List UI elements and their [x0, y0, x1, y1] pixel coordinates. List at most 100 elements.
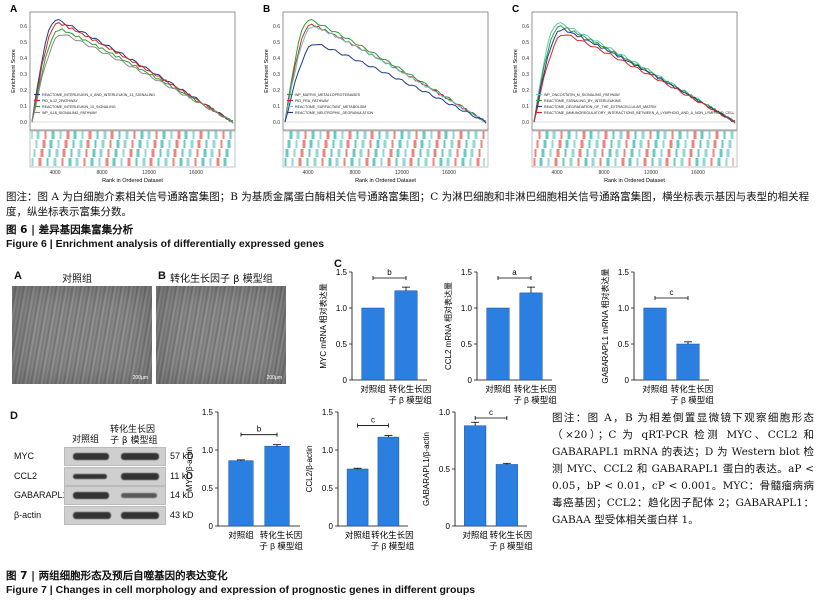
category-label: 转化生长因 [514, 384, 557, 394]
y-axis-label: Enrichment Score [513, 49, 519, 93]
figure-7-caption: 图注：图 A，B 为相差倒置显微镜下观察细胞形态（×20）；C 为 qRT-PC… [552, 412, 814, 526]
panel-letter: A [10, 4, 17, 15]
blot-kd-label: 43 kD [170, 510, 194, 520]
legend-entry: REACTOME_IMMUNOREGULATORY_INTERACTIONS_B… [544, 111, 735, 115]
sig-label: b [387, 268, 392, 277]
micrograph-control: 200μm [12, 286, 152, 384]
category-label: 子 β 模型组 [371, 541, 415, 551]
gsea-panels: A 0.6 0.5 0.4 0.3 0.2 0.1 0.0 Enrichment Score RE… [10, 4, 738, 184]
enrichment-curve [284, 43, 487, 124]
figure-7-title-cn: 图 7 | 两组细胞形态及预后自噬基因的表达变化 [6, 570, 228, 582]
category-label: 子 β 模型组 [489, 541, 533, 551]
panel-letter: B [263, 4, 270, 15]
category-label: 转化生长因 [671, 384, 714, 394]
y-tick-label: 0.0 [273, 120, 280, 126]
x-tick-label: 16000 [442, 170, 456, 176]
blot-kd-label: 11 kD [170, 471, 193, 481]
y-tick-label: 0.1 [522, 104, 529, 110]
sig-label: c [489, 408, 493, 417]
x-tick-label: 4000 [49, 170, 60, 176]
bar [676, 343, 700, 381]
y-axis-label: CCL2/β-actin [305, 446, 314, 493]
y-tick-label: 0.4 [273, 56, 280, 62]
gsea-panel: C 0.6 0.5 0.4 0.3 0.2 0.1 0.0 Enrichment Score WP… [512, 4, 738, 184]
y-tick-label: 0 [209, 522, 214, 531]
micrograph-tgfb: 200μm [156, 286, 286, 384]
figure-7-title-en: Figure 7 | Changes in cell morphology an… [6, 584, 476, 596]
blot-protein-label: MYC [14, 451, 34, 461]
y-tick-label: 0.1 [273, 104, 280, 110]
y-tick-label: 0.2 [273, 88, 280, 94]
blot-kd-label: 14 kD [170, 490, 194, 500]
y-axis-label: Enrichment Score [264, 49, 270, 93]
y-tick-label: 1.0 [336, 304, 348, 313]
category-label: 对照组 [228, 530, 254, 540]
blot-band-row-actin [64, 506, 166, 525]
y-axis-label: Enrichment Score [11, 49, 17, 93]
plot-frame [282, 11, 489, 131]
y-tick-label: 0.5 [439, 465, 451, 474]
bar [643, 307, 667, 381]
bar [519, 292, 543, 381]
blot-band [121, 493, 157, 498]
sig-label: a [512, 268, 517, 277]
legend-entry: REACTOME_NEUTROPHIL_DEGRANULATION [295, 111, 374, 115]
y-axis-label: GABARAPL1 mRNA 相对表达量 [600, 268, 610, 383]
x-tick-label: 16000 [691, 170, 705, 176]
hits-frame [531, 130, 738, 168]
blot-band [121, 473, 159, 480]
blot-band [73, 453, 109, 460]
y-tick-label: 0.6 [20, 24, 27, 30]
y-tick-label: 0 [329, 522, 334, 531]
bar-chart: 0 0.5 1.0 GABARAPL1/β-actin c 对照组 转化生长因子 β 模型组 [422, 408, 533, 551]
gsea-panel: A 0.6 0.5 0.4 0.3 0.2 0.1 0.0 Enrichment Score RE… [10, 4, 236, 184]
category-label: 子 β 模型组 [513, 395, 557, 405]
x-axis-label: Rank in Ordered Dataset [355, 178, 416, 184]
category-label: 子 β 模型组 [670, 395, 714, 405]
blot-protein-label: CCL2 [14, 471, 38, 481]
bar [464, 425, 487, 527]
category-label: 对照组 [360, 384, 386, 394]
x-tick-label: 4000 [551, 170, 562, 176]
panel-c-letter: C [334, 258, 342, 270]
blot-band [121, 453, 159, 460]
y-tick-label: 0 [343, 376, 348, 385]
blot-col-control: 对照组 [72, 435, 100, 445]
sig-label: c [670, 288, 674, 297]
blot-protein-label: GABARAPL1 [14, 490, 68, 500]
y-tick-label: 0.2 [522, 88, 529, 94]
panel-b-letter: B [158, 270, 166, 282]
y-tick-label: 0.4 [20, 56, 27, 62]
blot-col-tgfb-1: 转化生长因 [110, 425, 156, 435]
x-tick-label: 12000 [395, 170, 409, 176]
blot-kd-label: 57 kD [170, 451, 194, 461]
x-tick-label: 8000 [96, 170, 107, 176]
y-tick-label: 0 [446, 522, 451, 531]
legend-entry: REACTOME_SIGNALING_BY_INTERLEUKINS [544, 99, 621, 103]
y-tick-label: 0.5 [461, 340, 473, 349]
y-tick-label: 0 [468, 376, 473, 385]
y-tick-label: 1.5 [202, 408, 214, 417]
category-label: 转化生长因 [371, 530, 414, 540]
y-tick-label: 0 [625, 376, 630, 385]
y-tick-label: 0.5 [522, 40, 529, 46]
y-tick-label: 1.5 [618, 268, 630, 277]
y-tick-label: 0.6 [522, 24, 529, 30]
x-axis-label: Rank in Ordered Dataset [604, 178, 665, 184]
category-label: 转化生长因 [389, 384, 432, 394]
x-tick-label: 8000 [349, 170, 360, 176]
y-tick-label: 1.0 [618, 304, 630, 313]
blot-band-row-myc [64, 447, 166, 466]
legend-entry: WP_MATRIX_METALLOPROTEINASES [295, 93, 361, 97]
enrichment-curve [31, 21, 234, 124]
y-tick-label: 0.5 [618, 340, 630, 349]
category-label: 对照组 [642, 384, 668, 394]
bar-chart: 0 0.5 1.0 1.5 MYC/β-actin b 对照组 转化生长因子 β 模型组 [185, 408, 303, 551]
x-tick-label: 12000 [142, 170, 156, 176]
legend-entry: PID_FRA_PATHWAY [295, 99, 330, 103]
legend-entry: REACTOME_DEGRADATION_OF_THE_EXTRACELLULA… [544, 105, 657, 109]
y-axis-label: CCL2 mRNA 相对表达量 [443, 282, 453, 370]
y-tick-label: 1.0 [322, 446, 334, 455]
y-tick-label: 1.0 [439, 408, 451, 417]
figure-6-title-cn: 图 6 | 差异基因集富集分析 [6, 224, 134, 236]
